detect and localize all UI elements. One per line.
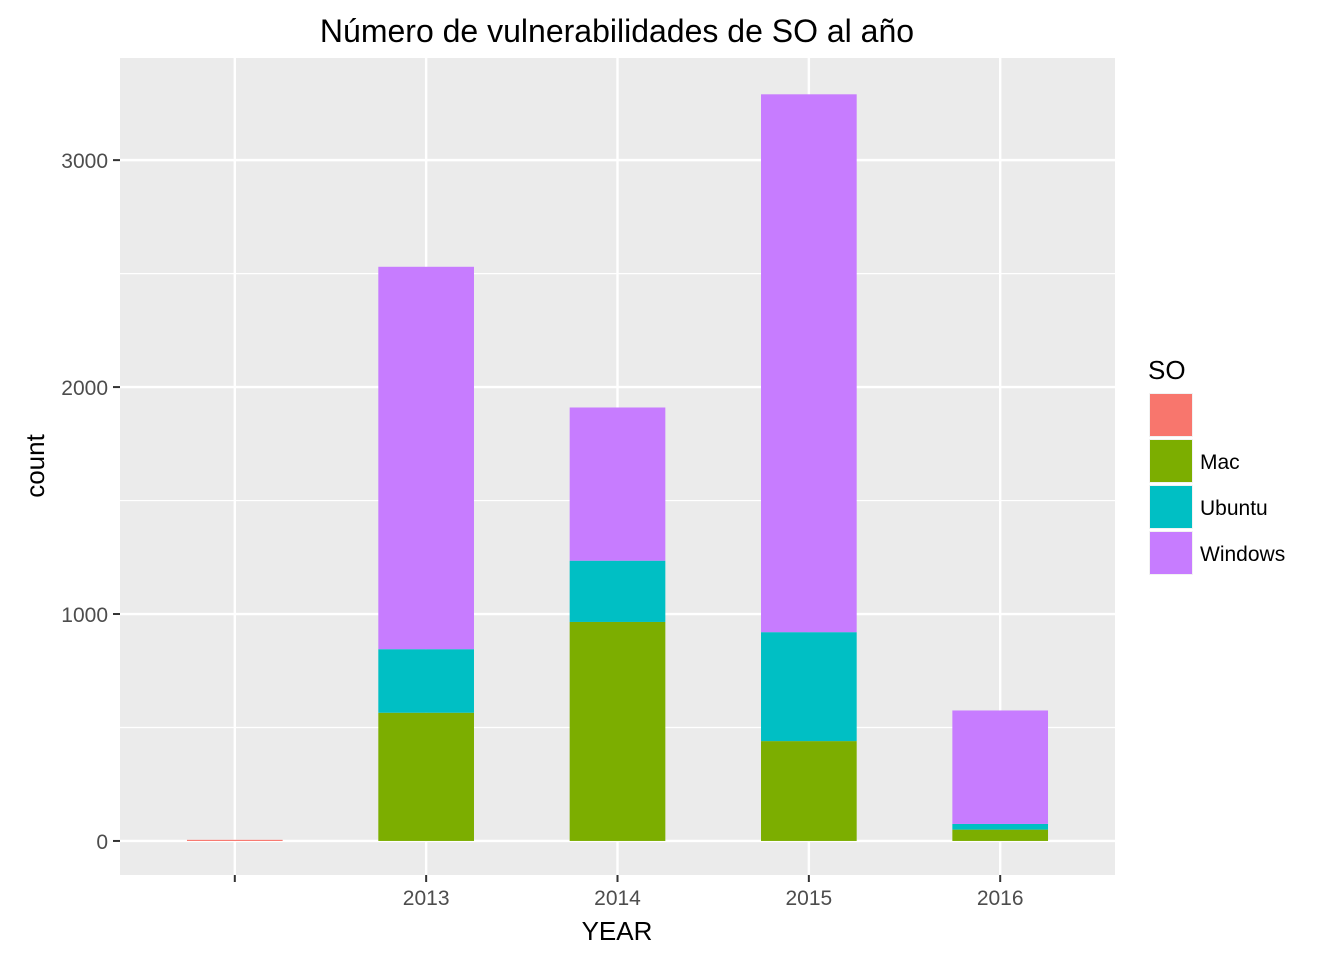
bar-segment-mac-2016 bbox=[952, 829, 1049, 841]
bar-segment-mac-2015 bbox=[761, 741, 857, 841]
x-axis-title: YEAR bbox=[582, 916, 653, 946]
bars bbox=[186, 94, 1049, 841]
x-tick-label: 2015 bbox=[785, 887, 832, 910]
bar-segment-ubuntu-2016 bbox=[952, 823, 1049, 830]
legend-entry-label: Mac bbox=[1200, 451, 1240, 474]
bar-segment-unnamed-blank bbox=[186, 839, 283, 841]
legend-key-swatch bbox=[1150, 486, 1192, 528]
axes: 0 1000 2000 3000 2013 2014 2015 2016 bbox=[61, 150, 1023, 910]
bar-segment-ubuntu-2013 bbox=[378, 649, 474, 713]
bar-segment-windows-2013 bbox=[378, 266, 474, 650]
y-axis-title: count bbox=[20, 433, 50, 497]
legend: SO Mac Ubuntu Windows bbox=[1148, 355, 1285, 575]
bar-segment-ubuntu-2014 bbox=[569, 560, 666, 622]
bar-segment-windows-2015 bbox=[761, 94, 857, 633]
x-tick-label: 2013 bbox=[403, 887, 450, 910]
legend-entry-label: Ubuntu bbox=[1200, 497, 1268, 520]
legend-key-swatch bbox=[1150, 532, 1192, 574]
x-tick-label: 2014 bbox=[594, 887, 641, 910]
y-tick-label: 1000 bbox=[61, 604, 108, 627]
y-tick-label: 3000 bbox=[61, 150, 108, 173]
legend-entry-label: Windows bbox=[1200, 543, 1285, 566]
bar-segment-windows-2014 bbox=[569, 407, 666, 561]
bar-segment-mac-2013 bbox=[378, 712, 474, 841]
chart-title: Número de vulnerabilidades de SO al año bbox=[320, 13, 914, 49]
bar-segment-ubuntu-2015 bbox=[761, 632, 857, 742]
legend-title: SO bbox=[1148, 355, 1186, 385]
y-tick-label: 2000 bbox=[61, 377, 108, 400]
bar-segment-mac-2014 bbox=[569, 621, 666, 841]
x-tick-label: 2016 bbox=[977, 887, 1024, 910]
bar-segment-windows-2016 bbox=[952, 710, 1049, 824]
y-tick-label: 0 bbox=[96, 831, 108, 854]
legend-key-swatch bbox=[1150, 440, 1192, 482]
legend-key-swatch bbox=[1150, 394, 1192, 436]
